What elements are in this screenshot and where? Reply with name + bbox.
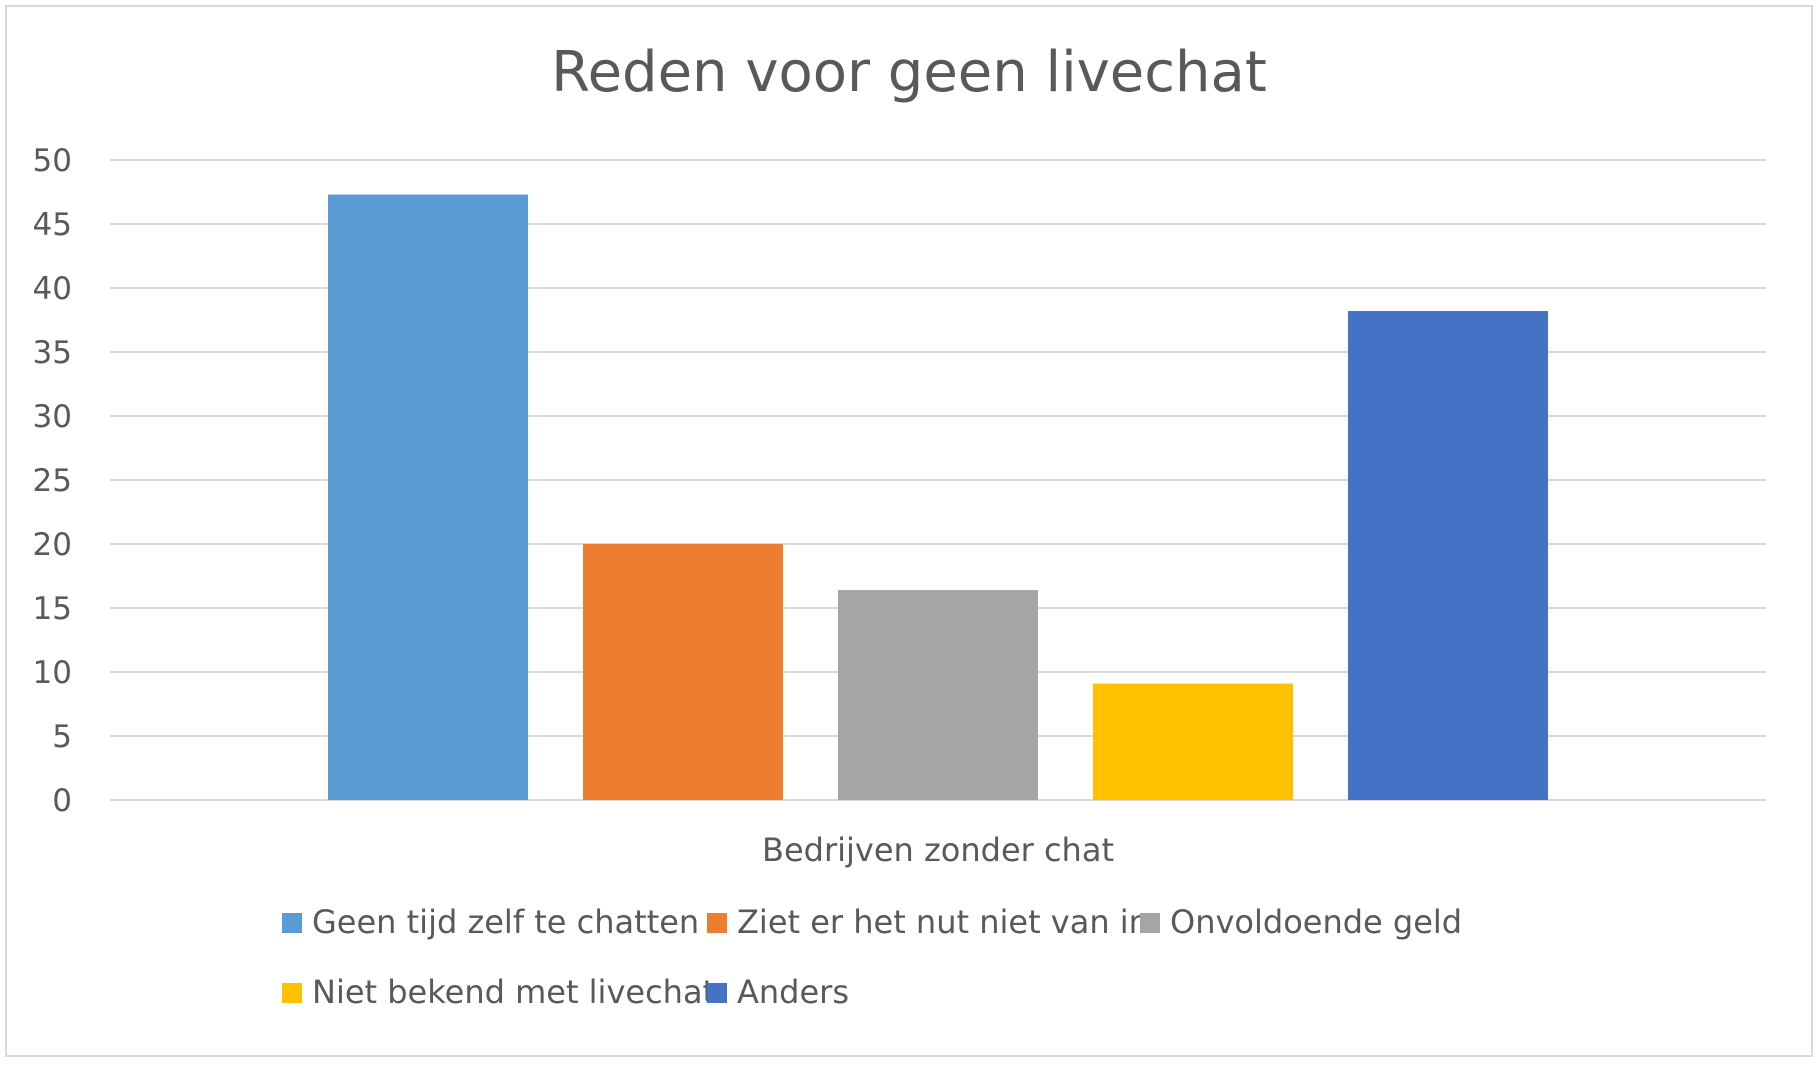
legend-item: Anders <box>707 973 849 1011</box>
y-tick-label: 40 <box>33 271 72 307</box>
chart-title: Reden voor geen livechat <box>551 40 1267 105</box>
bars <box>328 194 1548 800</box>
bar-1 <box>328 194 528 800</box>
y-tick-label: 10 <box>33 655 72 691</box>
legend-label: Ziet er het nut niet van in <box>737 903 1149 941</box>
y-tick-label: 0 <box>52 783 72 819</box>
bar-4 <box>1093 683 1293 800</box>
legend-label: Onvoldoende geld <box>1170 903 1462 941</box>
legend-item: Niet bekend met livechat <box>282 973 715 1011</box>
y-tick-label: 20 <box>33 527 72 563</box>
y-tick-label: 25 <box>33 463 72 499</box>
legend-item: Onvoldoende geld <box>1140 903 1462 941</box>
legend-swatch <box>707 983 727 1003</box>
legend-item: Ziet er het nut niet van in <box>707 903 1149 941</box>
legend-swatch <box>1140 913 1160 933</box>
y-tick-label: 30 <box>33 399 72 435</box>
legend-swatch <box>282 913 302 933</box>
x-category-label: Bedrijven zonder chat <box>762 831 1114 869</box>
y-tick-label: 15 <box>33 591 72 627</box>
y-tick-label: 45 <box>33 207 72 243</box>
y-tick-label: 5 <box>52 719 72 755</box>
legend-label: Geen tijd zelf te chatten <box>312 903 699 941</box>
legend: Geen tijd zelf te chatten Ziet er het nut… <box>282 903 1462 1011</box>
legend-item: Geen tijd zelf te chatten <box>282 903 699 941</box>
legend-label: Anders <box>737 973 849 1011</box>
bar-2 <box>583 544 783 800</box>
bar-5 <box>1348 311 1548 800</box>
y-tick-label: 50 <box>33 143 72 179</box>
y-axis-ticks: 0 5 10 15 20 25 30 35 40 45 50 <box>33 143 72 819</box>
legend-label: Niet bekend met livechat <box>312 973 715 1011</box>
bar-3 <box>838 590 1038 800</box>
legend-swatch <box>707 913 727 933</box>
legend-swatch <box>282 983 302 1003</box>
y-tick-label: 35 <box>33 335 72 371</box>
